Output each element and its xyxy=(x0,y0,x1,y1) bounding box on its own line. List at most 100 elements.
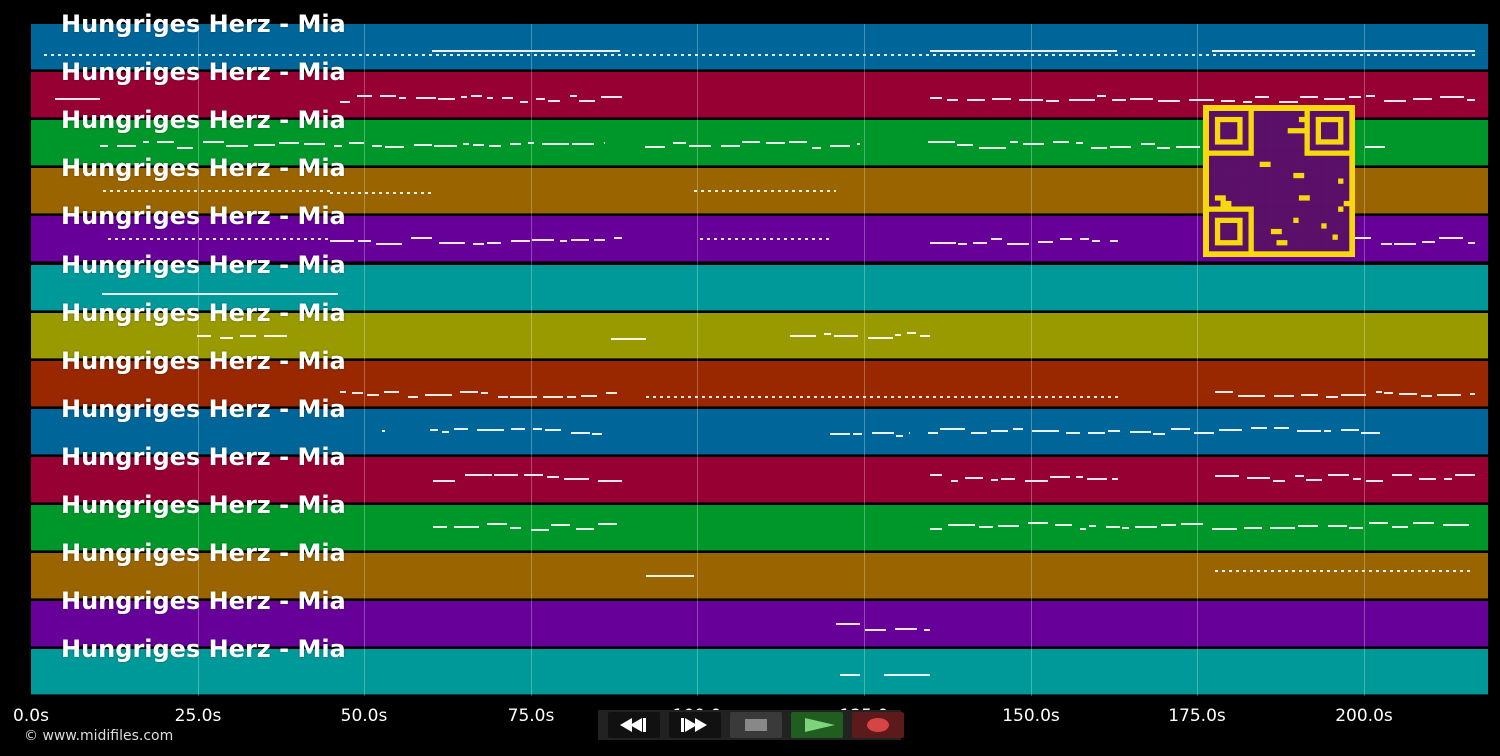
qr-code-graphic xyxy=(1209,111,1350,252)
note-mark xyxy=(1394,243,1416,245)
note-mark xyxy=(304,143,325,145)
note-mark xyxy=(1089,525,1096,527)
note-mark xyxy=(1326,396,1338,398)
stop-button[interactable] xyxy=(730,712,782,738)
note-mark xyxy=(930,242,956,244)
note-mark xyxy=(1328,474,1349,476)
note-mark xyxy=(1244,527,1262,529)
track-lane[interactable] xyxy=(31,601,1488,647)
note-mark xyxy=(598,480,622,482)
track-label: Hungriges Herz - Mia xyxy=(61,347,346,375)
note-mark xyxy=(524,474,543,476)
note-mark xyxy=(971,432,987,434)
note-mark xyxy=(991,479,998,481)
note-mark xyxy=(432,50,620,52)
note-mark xyxy=(909,432,910,434)
fast-forward-button[interactable] xyxy=(669,712,721,738)
track-lane[interactable] xyxy=(31,409,1488,455)
note-mark xyxy=(991,430,1008,432)
note-mark xyxy=(872,432,894,434)
note-mark xyxy=(1019,99,1043,101)
note-mark xyxy=(924,629,930,631)
note-mark xyxy=(385,146,404,148)
record-button[interactable] xyxy=(852,712,904,738)
note-mark xyxy=(1413,522,1434,524)
note-mark xyxy=(857,143,860,145)
note-mark xyxy=(824,333,831,335)
track-lane[interactable] xyxy=(31,649,1488,695)
note-mark xyxy=(1108,430,1120,432)
note-mark xyxy=(1468,242,1475,244)
note-mark xyxy=(1355,237,1371,239)
note-mark xyxy=(689,145,711,147)
note-mark xyxy=(1212,50,1475,52)
note-mark xyxy=(1141,143,1155,145)
note-mark xyxy=(481,392,488,394)
track-label: Hungriges Herz - Mia xyxy=(61,10,346,38)
note-mark xyxy=(957,144,973,146)
note-mark xyxy=(1110,146,1131,148)
note-mark xyxy=(1050,476,1070,478)
note-mark xyxy=(868,337,893,339)
note-mark xyxy=(1028,522,1048,524)
note-mark xyxy=(598,523,617,525)
note-mark xyxy=(487,523,507,525)
note-mark xyxy=(694,190,836,192)
note-mark xyxy=(1341,394,1366,396)
note-mark xyxy=(1215,475,1239,477)
grid-line xyxy=(1364,24,1365,696)
note-mark xyxy=(502,97,513,99)
time-tick-label: 50.0s xyxy=(340,706,388,726)
stop-icon xyxy=(745,719,767,731)
note-mark xyxy=(1439,237,1463,239)
note-mark xyxy=(489,145,501,147)
track-lane[interactable] xyxy=(31,265,1488,311)
note-mark xyxy=(973,242,987,244)
note-mark xyxy=(1421,395,1432,397)
note-mark xyxy=(1130,98,1153,100)
note-mark xyxy=(461,96,467,98)
note-mark xyxy=(416,97,436,99)
note-mark xyxy=(1365,146,1385,148)
track-label: Hungriges Herz - Mia xyxy=(61,299,346,327)
note-mark xyxy=(1443,524,1469,526)
note-mark xyxy=(487,242,501,244)
grid-line xyxy=(364,24,365,696)
rewind-icon xyxy=(620,718,646,732)
note-mark xyxy=(1444,478,1452,480)
track-label: Hungriges Herz - Mia xyxy=(61,539,346,567)
note-mark xyxy=(830,145,850,147)
note-mark xyxy=(442,431,449,433)
track-label: Hungriges Herz - Mia xyxy=(61,443,346,471)
note-mark xyxy=(1219,429,1242,431)
note-mark xyxy=(473,243,484,245)
note-mark xyxy=(594,239,605,241)
note-mark xyxy=(1092,240,1100,242)
note-mark xyxy=(117,145,136,147)
note-mark xyxy=(1247,477,1270,479)
note-mark xyxy=(1097,95,1106,97)
note-mark xyxy=(376,243,402,245)
note-mark xyxy=(330,192,433,194)
note-mark xyxy=(1381,243,1392,245)
note-mark xyxy=(1032,430,1059,432)
note-mark xyxy=(510,143,521,145)
note-mark xyxy=(334,145,342,147)
note-mark xyxy=(1255,96,1269,98)
note-mark xyxy=(382,430,385,432)
play-button[interactable] xyxy=(791,712,843,738)
track-lane[interactable] xyxy=(31,553,1488,599)
note-mark xyxy=(1010,141,1018,143)
track-lane[interactable] xyxy=(31,457,1488,503)
note-mark xyxy=(349,142,364,144)
time-tick-label: 0.0s xyxy=(13,706,49,726)
track-lane[interactable] xyxy=(31,361,1488,407)
note-mark xyxy=(576,528,594,530)
note-mark xyxy=(884,674,930,676)
track-lane[interactable] xyxy=(31,24,1488,70)
note-mark xyxy=(1270,527,1295,529)
note-mark xyxy=(581,395,597,397)
note-mark xyxy=(1091,147,1107,149)
track-label: Hungriges Herz - Mia xyxy=(61,58,346,86)
rewind-button[interactable] xyxy=(608,712,660,738)
